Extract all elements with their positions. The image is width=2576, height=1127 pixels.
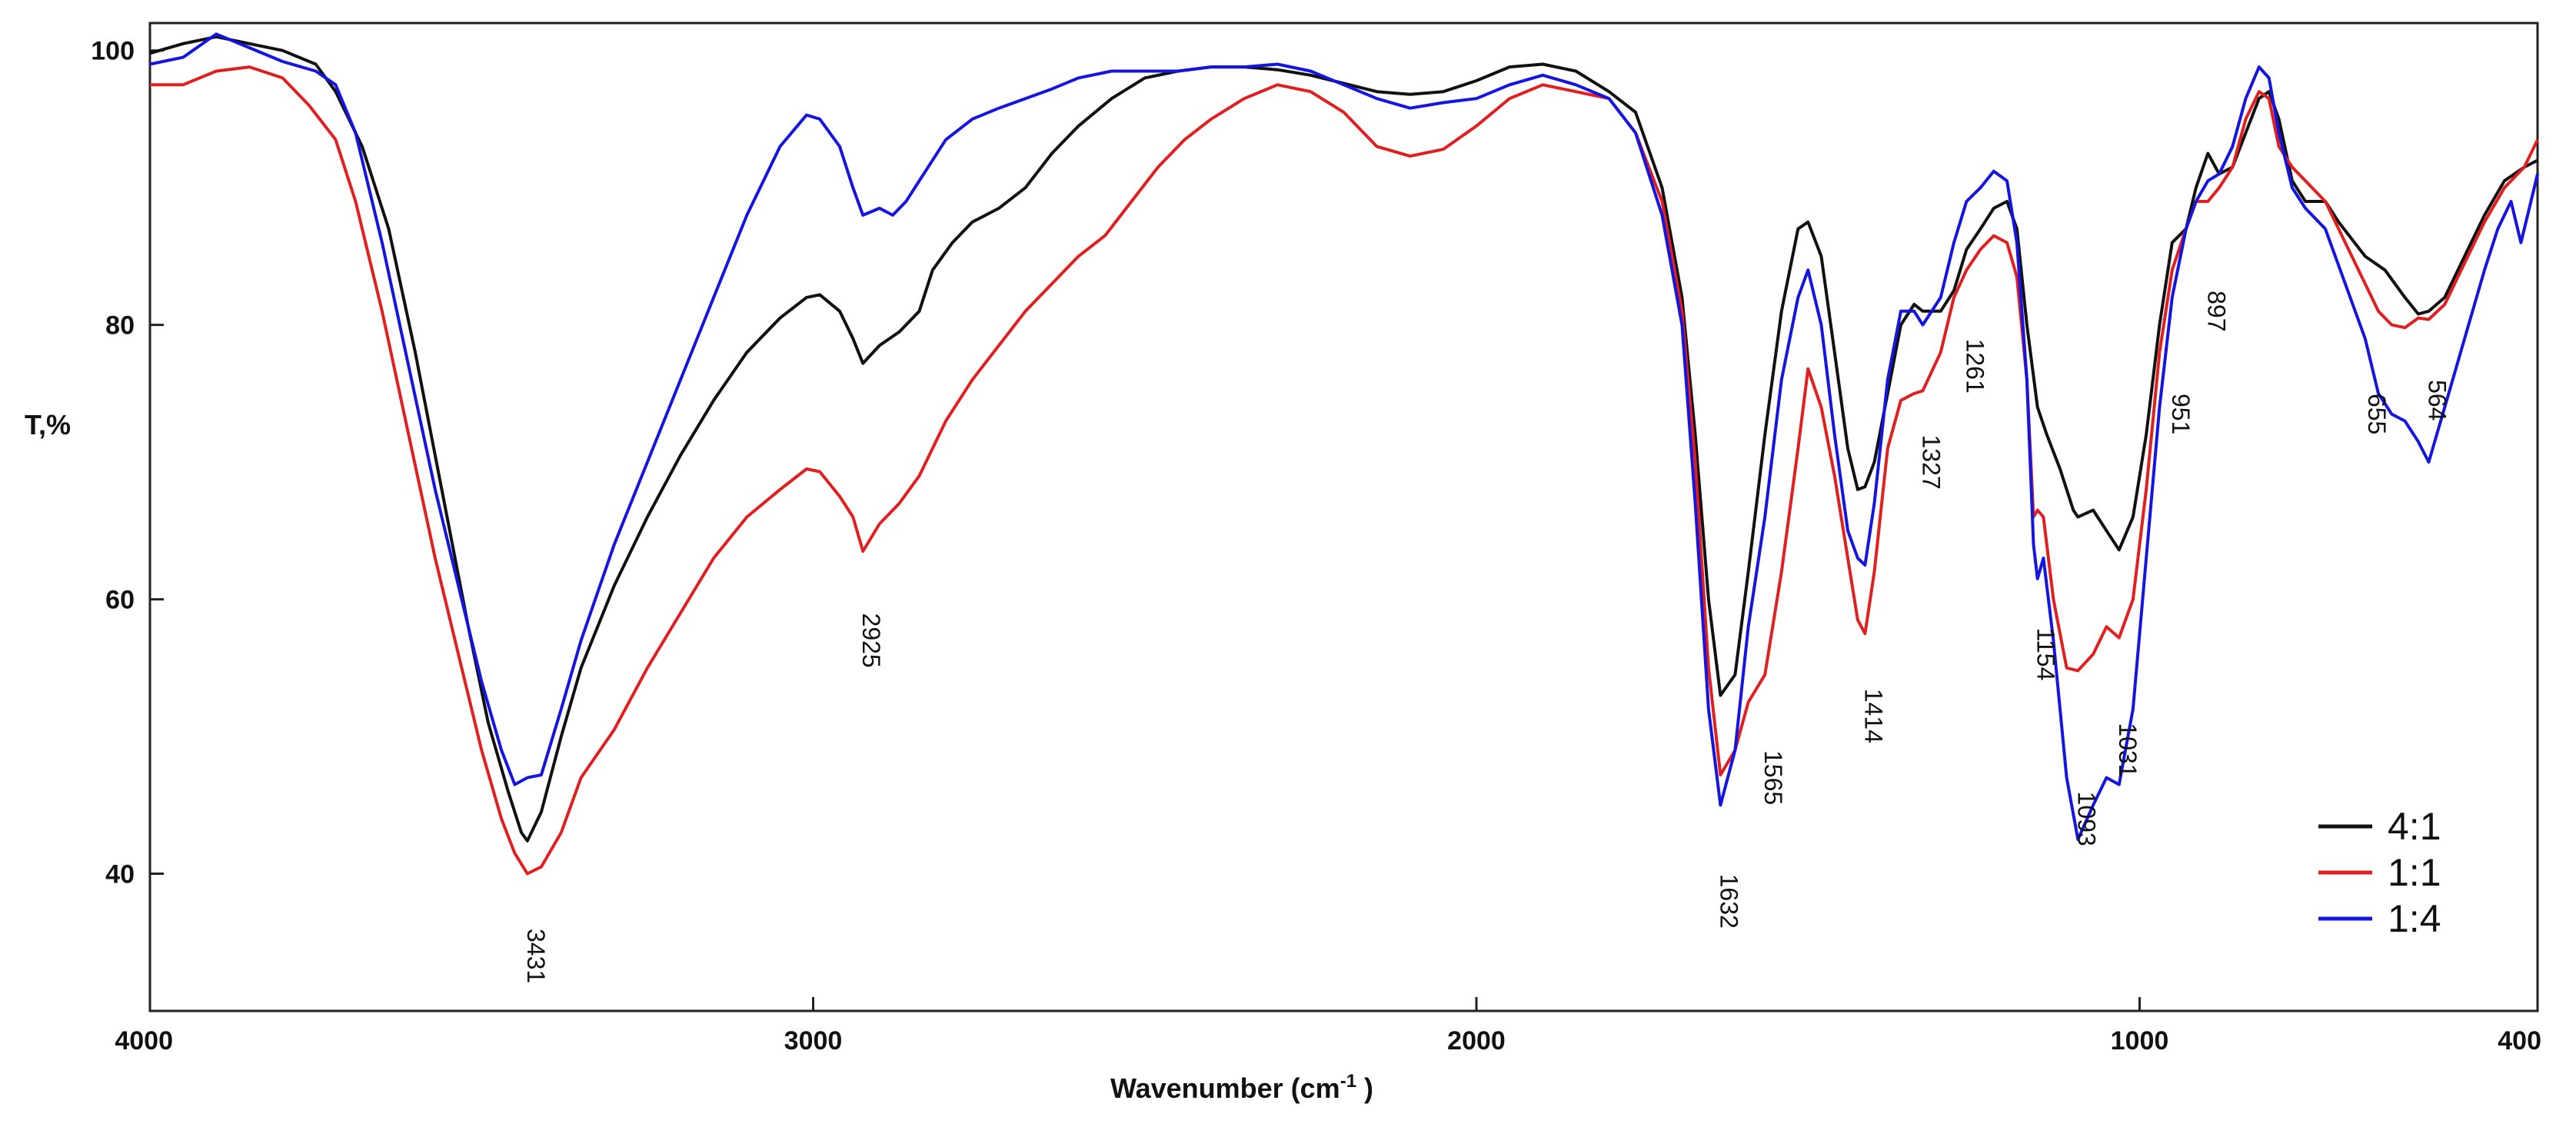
series-layer (149, 32, 2539, 876)
plot-frame (148, 22, 2539, 1012)
peak-label: 564 (2424, 380, 2451, 421)
y-tick-label: 80 (105, 311, 135, 341)
x-tick-label: 400 (2498, 1026, 2541, 1056)
x-axis-title-main: Wavenumber (cm (1110, 1072, 1340, 1104)
peak-label: 1327 (1917, 435, 1945, 490)
peak-label: 1261 (1961, 339, 1989, 394)
x-tick-label: 2000 (1447, 1026, 1506, 1056)
legend-label: 1:4 (2388, 897, 2441, 940)
x-axis-title-superscript: -1 (1340, 1071, 1356, 1092)
y-tick-label: 40 (105, 860, 135, 889)
y-axis-ticks: 40 60 80 100 (91, 37, 164, 889)
legend-label: 1:1 (2388, 851, 2441, 894)
peak-label: 1154 (2032, 628, 2060, 681)
x-axis-title-end: ) (1356, 1072, 1373, 1104)
peak-label: 2925 (857, 613, 885, 668)
legend: 4:11:11:4 (2318, 805, 2441, 940)
x-tick-label: 1000 (2111, 1026, 2169, 1056)
peak-label: 655 (2363, 394, 2391, 434)
peak-label: 897 (2202, 291, 2230, 331)
peak-label: 1031 (2114, 723, 2142, 777)
series-line-3 (149, 32, 2539, 841)
x-tick-label: 3000 (784, 1026, 843, 1056)
peak-label: 3431 (522, 929, 550, 983)
series-line-1 (149, 35, 2538, 843)
x-axis-title: Wavenumber (cm-1 ) (1110, 1071, 1373, 1104)
peak-label: 1565 (1759, 750, 1787, 805)
peak-label: 1093 (2072, 792, 2100, 846)
annotation-layer: 3431 2925 1632 1565 1414 1327 1261 1154 1093 1031… (522, 291, 2451, 983)
peak-label: 1414 (1859, 689, 1887, 743)
y-axis-title: T,% (25, 409, 71, 440)
series-line-2 (150, 65, 2539, 876)
x-axis-ticks: 4000 3000 2000 1000 400 (115, 997, 2541, 1056)
x-tick-label: 4000 (115, 1026, 173, 1056)
y-tick-label: 60 (105, 586, 135, 615)
y-tick-label: 100 (91, 37, 135, 66)
peak-label: 951 (2167, 394, 2195, 434)
peak-label: 1632 (1715, 874, 1742, 929)
legend-label: 4:1 (2388, 805, 2441, 848)
